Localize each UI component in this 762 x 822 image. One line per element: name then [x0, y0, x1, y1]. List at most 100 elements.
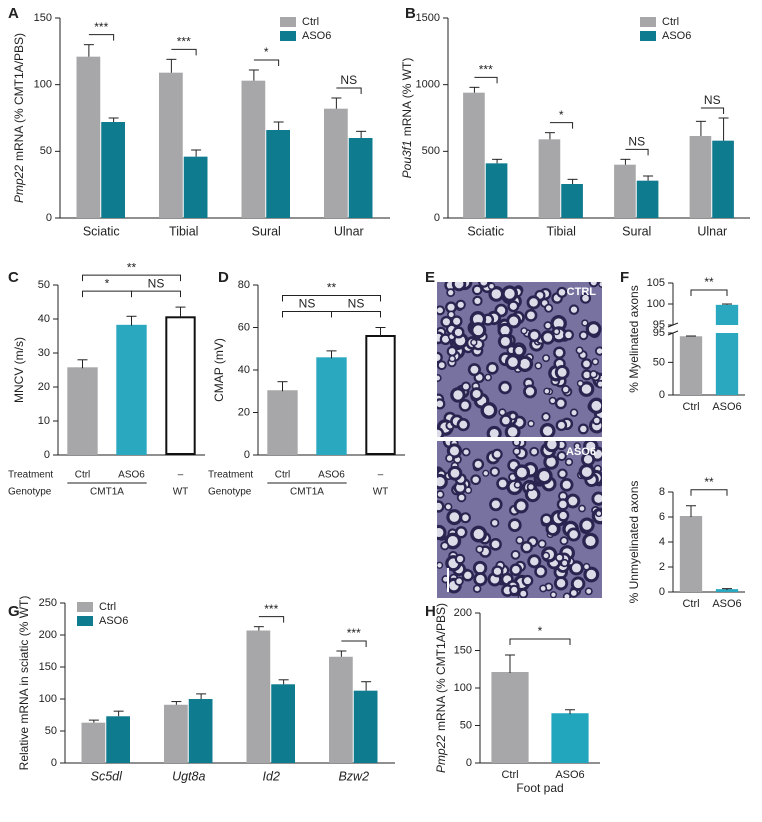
axon-core [515, 346, 523, 355]
axon-core [581, 384, 592, 394]
axon-core [522, 543, 531, 551]
axon-core [515, 482, 520, 488]
y-tick-label: 1000 [416, 79, 440, 91]
axon-core [530, 331, 539, 340]
axon-core [542, 426, 553, 436]
axon-core [504, 288, 515, 299]
axon-core [575, 443, 580, 449]
y-tick-label: 100 [34, 79, 52, 91]
x-tick-label: Ctrl [682, 401, 699, 413]
axon-core [472, 314, 483, 325]
axon-core [474, 286, 481, 294]
significance-label: *** [94, 20, 108, 34]
bar [324, 108, 348, 218]
significance-bracket [625, 148, 649, 156]
group-label: WT [373, 487, 389, 498]
axon-core [517, 537, 523, 543]
significance-bracket [549, 122, 574, 129]
significance-bracket [700, 107, 725, 114]
significance-label: ** [327, 281, 337, 295]
bar [679, 516, 703, 592]
axon-core [447, 303, 455, 311]
axon-core [530, 557, 539, 566]
axon-core [569, 530, 578, 539]
axon-core [521, 328, 527, 333]
row-label: Treatment [8, 470, 53, 481]
legend-label: Ctrl [662, 16, 679, 28]
axon-core [477, 546, 483, 552]
x-tick-label: ASO6 [318, 470, 345, 481]
significance-bracket [474, 76, 498, 84]
y-tick-label: 150 [39, 661, 57, 673]
axon-rings [437, 282, 602, 437]
x-tick-label: Sciatic [467, 224, 504, 238]
axon-core [566, 459, 572, 465]
panel-letter: F [620, 269, 629, 286]
axon-core [473, 528, 484, 540]
axon-core [546, 584, 552, 590]
group-label: WT [173, 487, 189, 498]
y-tick-label: 0 [659, 389, 665, 401]
significance-label: *** [479, 63, 493, 77]
significance-label: ** [127, 260, 137, 274]
error-bar [336, 650, 347, 657]
legend-label: ASO6 [99, 615, 128, 627]
axon-core [543, 333, 553, 342]
panel-letter: D [218, 269, 229, 286]
significance-label: * [105, 276, 110, 290]
axon-core [456, 483, 465, 492]
bar [67, 367, 98, 455]
y-tick-label: 150 [454, 644, 472, 656]
axon-core [462, 514, 469, 522]
y-axis-text: mRNA (% WT) [400, 58, 414, 137]
axon-core [577, 348, 582, 353]
axon-core [512, 551, 519, 558]
axon-core [531, 448, 538, 455]
x-tick-label: Ctrl [682, 598, 699, 610]
x-tick-label: Ctrl [275, 470, 291, 481]
axon-core [448, 289, 454, 296]
axon-core [437, 307, 443, 314]
axon-core [591, 400, 602, 411]
axon-core [596, 511, 602, 516]
bar [101, 122, 125, 218]
axon-core [466, 487, 471, 493]
axon-core [579, 506, 585, 511]
axon-core [437, 429, 442, 437]
axon-core [556, 554, 563, 561]
axon-core [509, 302, 517, 310]
axon-core [581, 467, 592, 477]
axon-core [470, 365, 479, 374]
y-tick-label: 95 [653, 319, 665, 331]
y-tick-label: 60 [238, 321, 250, 333]
axon-core [593, 359, 598, 364]
bar [241, 80, 266, 219]
axon-core [500, 409, 505, 415]
axon-core [512, 565, 520, 574]
significance-label: NS [299, 297, 316, 311]
axon-core [562, 560, 568, 566]
y-tick-label: 200 [39, 629, 57, 641]
bar [329, 656, 353, 763]
axon-core [590, 282, 597, 286]
axon-core [578, 381, 583, 386]
error-bar [278, 679, 289, 685]
axon-core [558, 452, 565, 460]
axon-core [445, 504, 451, 510]
axon-core [593, 417, 600, 424]
error-bar [126, 315, 137, 326]
axon-core [437, 491, 443, 497]
axon-core [475, 563, 485, 573]
panel-letter: G [8, 603, 20, 620]
bar [679, 336, 703, 395]
axon-core [557, 367, 567, 377]
axon-core [491, 500, 500, 509]
axon-core [555, 348, 564, 357]
error-bar [565, 709, 575, 715]
axon-core [553, 318, 564, 329]
error-bar [326, 350, 337, 359]
y-tick-label: 0 [434, 212, 440, 224]
x-tick-label: Sc5dl [91, 769, 123, 783]
axon-core [442, 318, 450, 326]
error-bar [83, 44, 94, 57]
